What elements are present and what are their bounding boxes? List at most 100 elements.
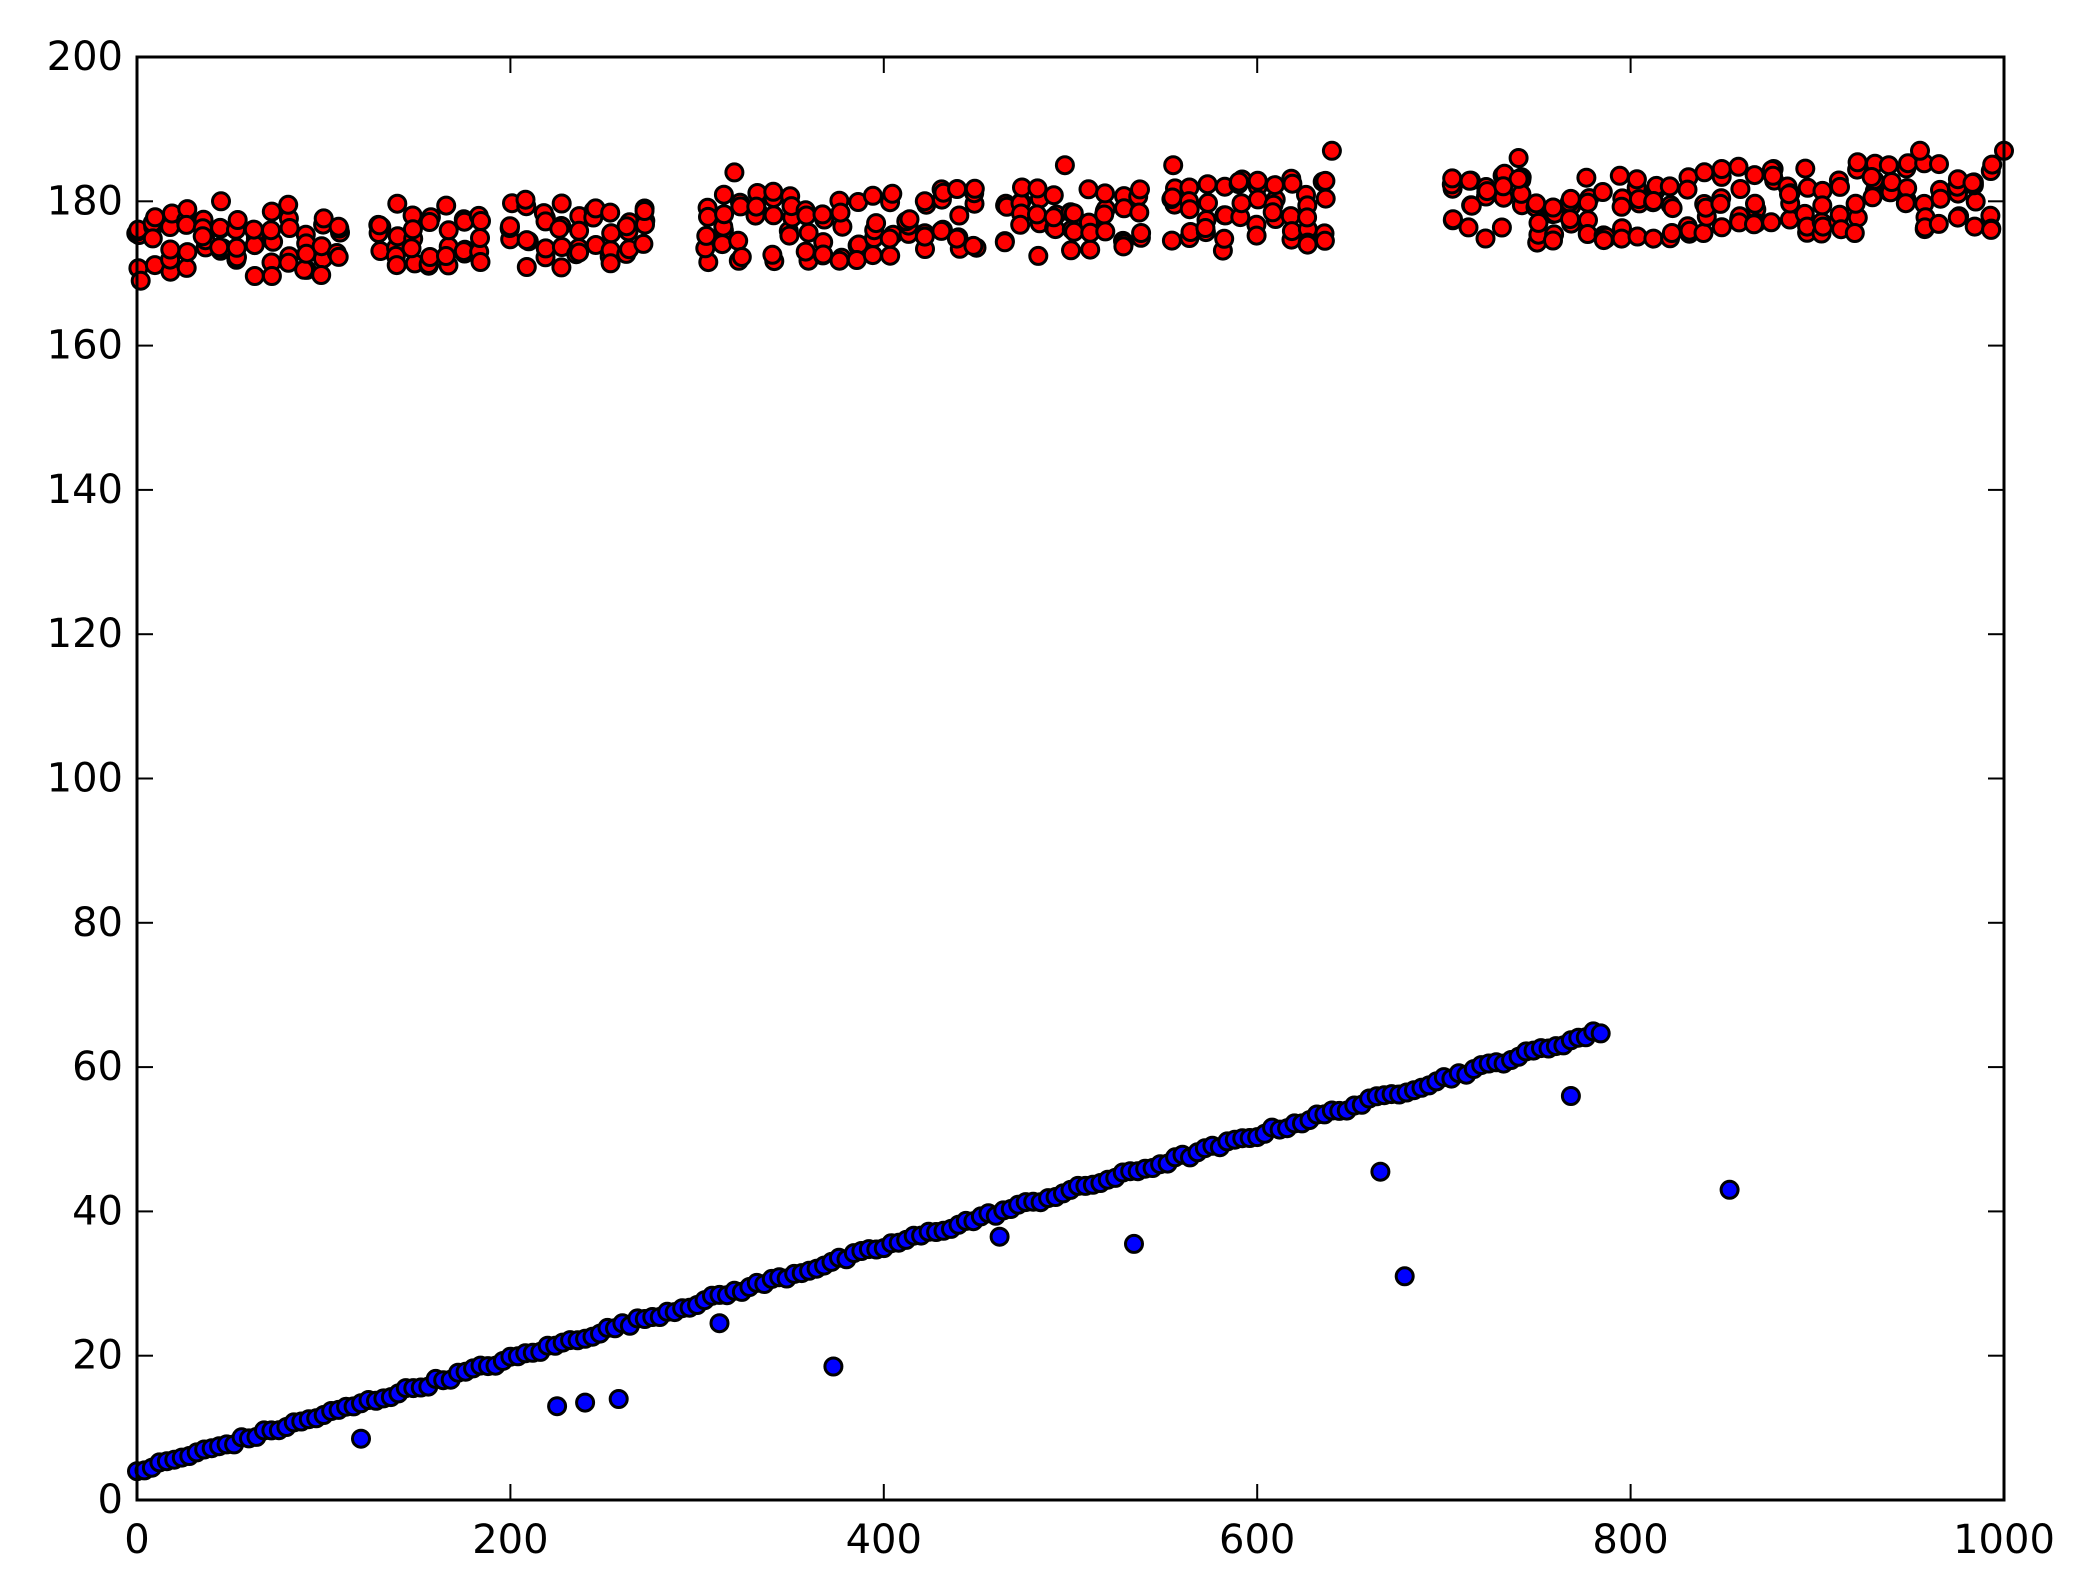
blue-outlier-205 [1370, 1161, 1391, 1182]
red-point-422 [1761, 212, 1782, 233]
red-point-327 [1443, 209, 1463, 230]
red-point-363 [1560, 188, 1581, 209]
red-point-39 [243, 219, 264, 240]
red-point-439 [1812, 195, 1833, 216]
red-point-144 [634, 201, 655, 221]
red-point-374 [1592, 182, 1613, 202]
red-point-274 [1131, 223, 1152, 243]
blue-outlier-206 [1394, 1266, 1415, 1287]
red-point-29 [209, 237, 230, 258]
red-point-150 [713, 184, 734, 205]
red-point-42 [261, 201, 282, 222]
red-point-473 [1930, 188, 1951, 209]
red-point-7 [142, 228, 163, 249]
red-point-314 [1281, 221, 1302, 242]
red-point-57 [311, 265, 332, 285]
red-point-68 [369, 215, 390, 236]
red-point-278 [1162, 187, 1183, 208]
red-point-33 [226, 237, 247, 258]
red-point-313 [1282, 173, 1303, 194]
red-point-181 [812, 204, 833, 225]
red-point-449 [1847, 152, 1868, 173]
red-point-453 [1861, 167, 1882, 187]
y-tick-label: 40 [72, 1188, 123, 1234]
red-point-165 [763, 205, 784, 226]
red-point-157 [728, 230, 749, 251]
ticks-layer: 0 200 400 600 800 1000 0 20 40 60 80 100 120 140 160 18… [47, 34, 2055, 1563]
red-point-299 [1231, 193, 1252, 214]
red-point-214 [914, 191, 935, 212]
red-point-139 [616, 216, 637, 237]
red-point-419 [1745, 193, 1765, 214]
red-point-369 [1577, 224, 1598, 244]
red-point-83 [419, 212, 440, 232]
red-point-379 [1611, 228, 1632, 249]
red-point-153 [714, 204, 735, 225]
red-point-373 [1593, 230, 1614, 251]
red-point-309 [1262, 202, 1283, 223]
red-point-410 [1730, 179, 1751, 199]
y-tick-label: 0 [98, 1477, 123, 1523]
red-point-62 [328, 246, 349, 267]
red-point-229 [964, 178, 985, 199]
red-point-108 [515, 189, 536, 210]
x-tick-label: 0 [124, 1517, 149, 1563]
x-tick-label: 1000 [1953, 1517, 2055, 1563]
red-point-249 [1043, 185, 1064, 206]
red-point-482 [1965, 191, 1986, 212]
red-point-329 [1442, 168, 1463, 189]
x-tick-label: 600 [1219, 1517, 1295, 1563]
red-point-197 [862, 245, 883, 266]
red-point-72 [386, 255, 407, 276]
red-point-454 [1862, 187, 1883, 208]
red-point-209 [899, 209, 920, 230]
red-point-248 [1043, 207, 1064, 228]
red-point-263 [1095, 221, 1116, 242]
red-point-272 [1130, 179, 1150, 200]
red-point-213 [914, 226, 935, 247]
red-point-217 [931, 220, 952, 241]
red-point-332 [1461, 195, 1482, 216]
red-point-34 [227, 210, 248, 230]
red-point-382 [1627, 226, 1648, 247]
red-point-378 [1611, 196, 1632, 217]
red-point-168 [762, 244, 783, 265]
red-point-178 [796, 205, 817, 226]
red-point-269 [1113, 236, 1134, 257]
red-point-189 [829, 250, 850, 271]
red-point-254 [1063, 203, 1084, 224]
y-tick-label: 180 [47, 178, 123, 224]
red-point-179 [795, 241, 816, 262]
red-point-495 [1297, 234, 1318, 255]
red-point-490 [130, 270, 151, 291]
red-point-43 [261, 266, 282, 286]
blue-outlier-203 [989, 1226, 1010, 1247]
red-point-401 [1693, 223, 1714, 243]
red-point-73 [387, 193, 408, 214]
red-point-158 [731, 247, 752, 267]
red-point-294 [1214, 228, 1235, 249]
red-point-84 [420, 247, 440, 267]
red-point-488 [1981, 219, 2002, 240]
red-point-408 [1711, 217, 1732, 238]
red-point-242 [1027, 204, 1047, 225]
red-point-284 [1179, 199, 1200, 220]
red-point-491 [211, 191, 231, 212]
red-point-498 [1910, 140, 1930, 161]
red-point-412 [1728, 156, 1749, 177]
blue-outlier-204 [1124, 1233, 1144, 1254]
red-point-154 [712, 234, 733, 255]
y-tick-label: 60 [72, 1044, 123, 1090]
red-point-199 [866, 213, 887, 234]
red-point-364 [1560, 209, 1580, 230]
red-point-298 [1229, 171, 1249, 192]
red-point-119 [551, 257, 572, 278]
red-point-333 [1459, 170, 1480, 191]
red-point-256 [1080, 239, 1101, 260]
red-point-231 [994, 232, 1015, 253]
red-point-104 [500, 216, 520, 237]
red-point-78 [401, 238, 422, 259]
red-point-497 [1508, 148, 1529, 168]
red-point-279 [1161, 230, 1182, 251]
